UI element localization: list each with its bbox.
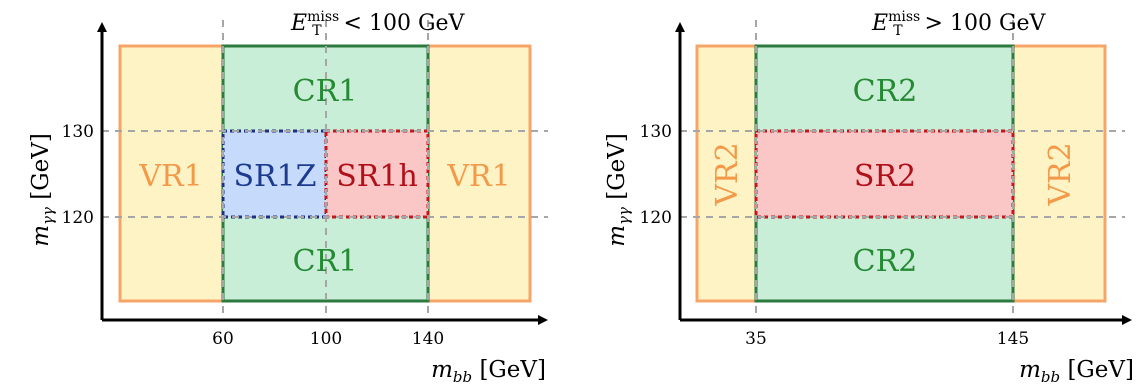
left-x-tick-60: 60 xyxy=(212,329,234,349)
left-sr1z-box xyxy=(221,129,328,219)
right-x-axis-label: mbb [GeV] xyxy=(1019,357,1134,385)
right-y-axis-label: mγγ [GeV] xyxy=(604,133,633,247)
right-vr-left-label: VR2 xyxy=(710,142,745,206)
right-cr-bottom-label: CR2 xyxy=(853,244,918,279)
left-met-condition: Emiss T < 100 GeV xyxy=(290,9,466,39)
left-y-tick-130: 130 xyxy=(62,122,94,142)
left-sr1h-label: SR1h xyxy=(336,159,418,194)
left-cr-bottom-label: CR1 xyxy=(293,244,358,279)
left-y-tick-120: 120 xyxy=(62,208,94,228)
right-sr2-box xyxy=(754,129,1015,219)
left-cr-top-label: CR1 xyxy=(293,74,358,109)
left-panel: VR1 VR1 CR1 CR1 SR1Z SR1h 60 100 140 130… xyxy=(28,9,548,385)
right-y-tick-130: 130 xyxy=(640,122,672,142)
right-y-tick-120: 120 xyxy=(640,208,672,228)
left-sr1h-box xyxy=(324,129,430,219)
left-sr1z-label: SR1Z xyxy=(233,159,316,194)
right-x-tick-145: 145 xyxy=(997,329,1029,349)
right-x-tick-35: 35 xyxy=(745,329,767,349)
left-x-tick-140: 140 xyxy=(412,329,444,349)
right-sr2-label: SR2 xyxy=(854,159,916,194)
left-x-axis-label: mbb [GeV] xyxy=(431,357,546,385)
left-y-axis-label: mγγ [GeV] xyxy=(28,133,57,247)
right-vr-right-label: VR2 xyxy=(1043,142,1078,206)
right-panel: VR2 VR2 CR2 CR2 SR2 35 145 130 120 mbb [… xyxy=(604,9,1134,385)
right-cr-top-label: CR2 xyxy=(853,74,918,109)
left-vr-left-label: VR1 xyxy=(138,159,202,194)
right-met-condition: Emiss T > 100 GeV xyxy=(871,9,1047,39)
left-vr-right-label: VR1 xyxy=(446,159,510,194)
left-x-tick-100: 100 xyxy=(310,329,342,349)
